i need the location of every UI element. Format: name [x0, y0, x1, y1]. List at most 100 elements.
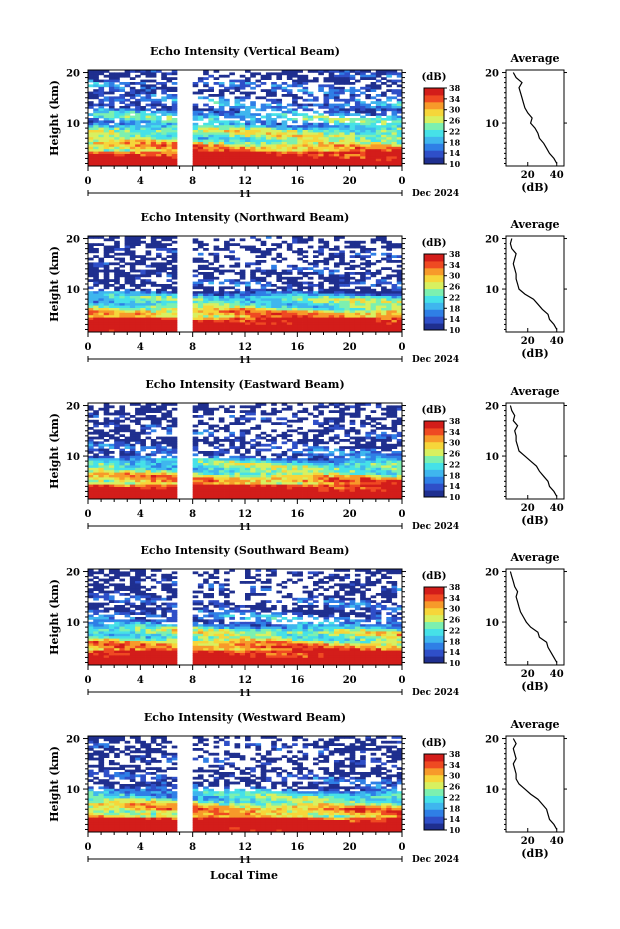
- heatmap-cell: [360, 315, 366, 318]
- heatmap-cell: [203, 113, 209, 116]
- heatmap-cell: [98, 303, 105, 306]
- heatmap-cell: [88, 472, 94, 476]
- heatmap-cell: [88, 465, 94, 469]
- heatmap-cell: [145, 108, 152, 112]
- heatmap-cell: [354, 130, 361, 133]
- heatmap-cell: [124, 115, 131, 119]
- heatmap-cell: [114, 276, 120, 280]
- heatmap-cell: [265, 158, 272, 162]
- heatmap-cell: [145, 415, 152, 418]
- heatmap-cell: [166, 127, 173, 131]
- heatmap-cell: [218, 448, 225, 452]
- heatmap-cell: [88, 272, 94, 275]
- heatmap-cell: [197, 329, 204, 333]
- heatmap-cell: [135, 305, 141, 309]
- heatmap-cell: [360, 324, 366, 328]
- heatmap-cell: [286, 91, 293, 95]
- heatmap-cell: [297, 125, 303, 128]
- heatmap-cell: [124, 84, 131, 88]
- heatmap-cell: [302, 250, 309, 254]
- heatmap-cell: [161, 154, 167, 157]
- heatmap-cell: [391, 122, 398, 126]
- heatmap-cell: [98, 324, 105, 328]
- heatmap-cell: [245, 108, 251, 112]
- heatmap-cell: [260, 455, 267, 459]
- heatmap-cell: [286, 243, 293, 246]
- heatmap-cell: [171, 293, 178, 297]
- heatmap-cell: [260, 300, 267, 304]
- heatmap-cell: [166, 477, 173, 481]
- heatmap-cell: [197, 298, 204, 302]
- heatmap-cell: [302, 149, 309, 152]
- heatmap-cell: [124, 446, 131, 449]
- heatmap-cell: [197, 151, 204, 155]
- heatmap-cell: [129, 82, 136, 85]
- heatmap-cell: [323, 257, 330, 261]
- heatmap-cell: [234, 479, 241, 483]
- x-tick-label: 4: [137, 342, 144, 353]
- heatmap-cell: [208, 417, 214, 421]
- heatmap-cell: [328, 269, 335, 273]
- heatmap-cell: [250, 446, 256, 449]
- heatmap-cell: [245, 96, 251, 100]
- heatmap-cell: [150, 424, 157, 428]
- heatmap-cell: [114, 320, 120, 323]
- heatmap-cell: [360, 424, 366, 428]
- heatmap-cell: [114, 158, 120, 162]
- heatmap-cell: [365, 142, 371, 145]
- heatmap-cell: [391, 407, 398, 411]
- heatmap-cell: [286, 70, 293, 73]
- heatmap-cell: [150, 303, 157, 306]
- heatmap-cell: [292, 84, 298, 88]
- heatmap-cell: [344, 467, 351, 471]
- heatmap-cell: [271, 446, 277, 449]
- heatmap-cell: [88, 448, 94, 452]
- heatmap-cell: [292, 96, 298, 100]
- heatmap-cell: [166, 139, 173, 143]
- heatmap-cell: [93, 149, 99, 152]
- heatmap-cell: [286, 74, 293, 78]
- heatmap-cell: [260, 448, 267, 452]
- heatmap-cell: [93, 130, 99, 133]
- heatmap-cell: [203, 260, 209, 263]
- heatmap-cell: [286, 300, 293, 304]
- heatmap-cell: [265, 300, 272, 304]
- heatmap-cell: [93, 281, 99, 285]
- heatmap-cell: [145, 312, 152, 316]
- heatmap-cell: [129, 127, 136, 131]
- heatmap-cell: [145, 272, 152, 275]
- heatmap-cell: [224, 255, 230, 258]
- heatmap-cell: [114, 96, 120, 100]
- heatmap-cell: [192, 322, 199, 326]
- heatmap-cell: [323, 79, 330, 83]
- heatmap-cell: [302, 139, 309, 143]
- heatmap-cell: [124, 429, 131, 433]
- heatmap-cell: [360, 293, 366, 297]
- heatmap-cell: [119, 303, 126, 306]
- heatmap-cell: [386, 436, 392, 440]
- heatmap-cell: [349, 458, 356, 461]
- heatmap-cell: [391, 434, 398, 437]
- heatmap-cell: [124, 252, 131, 256]
- heatmap-cell: [93, 320, 99, 323]
- heatmap-cell: [360, 248, 366, 251]
- heatmap-cell: [302, 91, 309, 95]
- heatmap-cell: [339, 260, 345, 263]
- heatmap-cell: [224, 458, 230, 461]
- heatmap-cell: [375, 308, 382, 311]
- heatmap-cell: [234, 108, 241, 112]
- heatmap-cell: [307, 477, 314, 481]
- heatmap-cell: [124, 315, 131, 318]
- heatmap-cell: [344, 453, 351, 457]
- heatmap-cell: [250, 477, 256, 481]
- heatmap-cell: [260, 403, 267, 406]
- heatmap-cell: [108, 130, 115, 133]
- heatmap-cell: [265, 463, 272, 466]
- heatmap-cell: [328, 460, 335, 464]
- heatmap-cell: [98, 161, 105, 164]
- heatmap-cell: [375, 151, 382, 155]
- heatmap-cell: [197, 146, 204, 150]
- heatmap-cell: [119, 139, 126, 143]
- heatmap-cell: [156, 264, 162, 268]
- heatmap-cells: [88, 403, 403, 500]
